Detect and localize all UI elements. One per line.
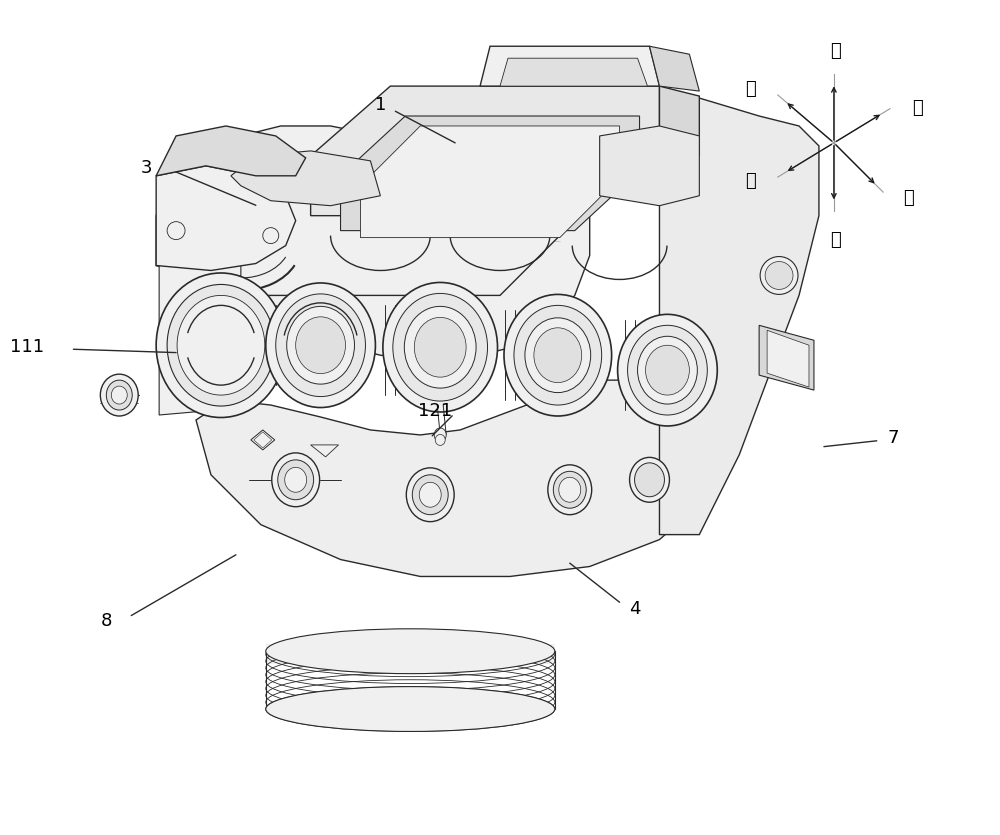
Ellipse shape	[278, 460, 314, 499]
Ellipse shape	[406, 468, 454, 522]
Ellipse shape	[628, 326, 707, 415]
Ellipse shape	[111, 386, 127, 404]
Ellipse shape	[618, 314, 717, 426]
Ellipse shape	[263, 228, 279, 244]
Ellipse shape	[553, 471, 586, 509]
Ellipse shape	[393, 293, 488, 401]
Text: 8: 8	[101, 612, 112, 630]
Polygon shape	[311, 445, 339, 457]
Text: 下: 下	[831, 231, 841, 249]
Ellipse shape	[156, 273, 286, 418]
Ellipse shape	[272, 453, 320, 507]
Text: 右: 右	[903, 189, 914, 207]
Ellipse shape	[296, 316, 346, 373]
Ellipse shape	[167, 285, 275, 406]
Ellipse shape	[630, 458, 669, 502]
Polygon shape	[156, 126, 306, 176]
Ellipse shape	[559, 478, 581, 502]
Text: 7: 7	[888, 429, 899, 448]
Polygon shape	[311, 86, 659, 215]
Polygon shape	[231, 151, 380, 205]
Ellipse shape	[635, 463, 664, 497]
Polygon shape	[767, 331, 809, 387]
Ellipse shape	[514, 306, 602, 405]
Ellipse shape	[266, 629, 555, 674]
Ellipse shape	[287, 306, 354, 384]
Text: 121: 121	[418, 402, 452, 420]
Ellipse shape	[177, 296, 265, 395]
Ellipse shape	[435, 434, 445, 445]
Polygon shape	[156, 126, 590, 360]
Text: 左: 左	[745, 80, 756, 99]
Polygon shape	[266, 645, 555, 664]
Polygon shape	[341, 116, 640, 230]
Text: 上: 上	[831, 43, 841, 60]
Text: 111: 111	[10, 338, 44, 356]
Ellipse shape	[266, 686, 555, 731]
Ellipse shape	[106, 380, 132, 410]
Ellipse shape	[266, 283, 375, 407]
Ellipse shape	[100, 374, 138, 416]
Polygon shape	[159, 195, 241, 415]
Polygon shape	[251, 430, 275, 450]
Polygon shape	[659, 86, 699, 156]
Text: 前: 前	[745, 171, 756, 190]
Ellipse shape	[412, 475, 448, 514]
Ellipse shape	[504, 295, 612, 416]
Text: 后: 后	[912, 99, 923, 117]
Ellipse shape	[167, 221, 185, 240]
Ellipse shape	[419, 483, 441, 507]
Ellipse shape	[285, 468, 307, 493]
Ellipse shape	[276, 294, 365, 397]
Ellipse shape	[646, 345, 689, 395]
Polygon shape	[231, 156, 580, 296]
Text: 4: 4	[629, 600, 640, 618]
Polygon shape	[196, 380, 719, 576]
Polygon shape	[650, 46, 699, 91]
Polygon shape	[480, 46, 659, 86]
Ellipse shape	[534, 328, 582, 382]
Ellipse shape	[383, 282, 498, 412]
Text: 1: 1	[375, 96, 386, 114]
Polygon shape	[500, 58, 648, 86]
Ellipse shape	[404, 306, 476, 388]
Polygon shape	[156, 166, 296, 271]
Ellipse shape	[414, 317, 466, 377]
Polygon shape	[759, 326, 814, 390]
Ellipse shape	[760, 256, 798, 295]
Ellipse shape	[525, 318, 591, 392]
Ellipse shape	[548, 465, 592, 514]
Text: 3: 3	[140, 159, 152, 177]
Polygon shape	[659, 86, 819, 534]
Ellipse shape	[638, 337, 697, 404]
Polygon shape	[600, 126, 699, 205]
Polygon shape	[360, 126, 620, 238]
Ellipse shape	[765, 261, 793, 290]
Ellipse shape	[434, 428, 446, 442]
